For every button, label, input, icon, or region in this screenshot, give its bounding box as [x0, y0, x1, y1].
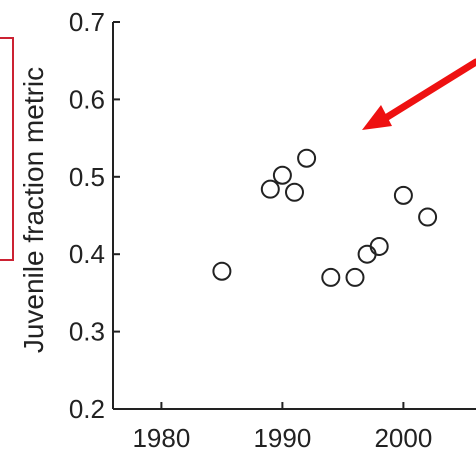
data-point: [260, 179, 280, 199]
data-point: [357, 244, 377, 264]
y-tick-label: 0.5: [69, 162, 105, 192]
data-point: [212, 261, 232, 281]
data-point: [272, 165, 292, 185]
data-point: [321, 267, 341, 287]
y-tick-label: 0.6: [69, 84, 105, 114]
data-point: [297, 148, 317, 168]
data-points: [212, 148, 438, 287]
x-tick-label: 1990: [253, 423, 311, 453]
ticks: 0.2 0.3 0.4 0.5 0.6 0.7 1980 1990 2000: [69, 7, 432, 453]
x-tick-label: 1980: [132, 423, 190, 453]
data-point: [393, 185, 413, 205]
x-tick-label: 2000: [374, 423, 432, 453]
data-point: [285, 182, 304, 202]
data-point: [345, 267, 365, 287]
data-point: [418, 207, 438, 227]
y-axis-label: Juvenile fraction metric: [18, 67, 49, 353]
y-tick-label: 0.4: [69, 239, 105, 269]
y-tick-label: 0.2: [69, 394, 105, 424]
y-tick-label: 0.3: [69, 317, 105, 347]
data-point: [369, 236, 389, 256]
axes: [112, 22, 476, 410]
annotation-arrow: [362, 58, 476, 130]
y-tick-label: 0.7: [69, 7, 105, 37]
annotation-box: [0, 37, 14, 261]
